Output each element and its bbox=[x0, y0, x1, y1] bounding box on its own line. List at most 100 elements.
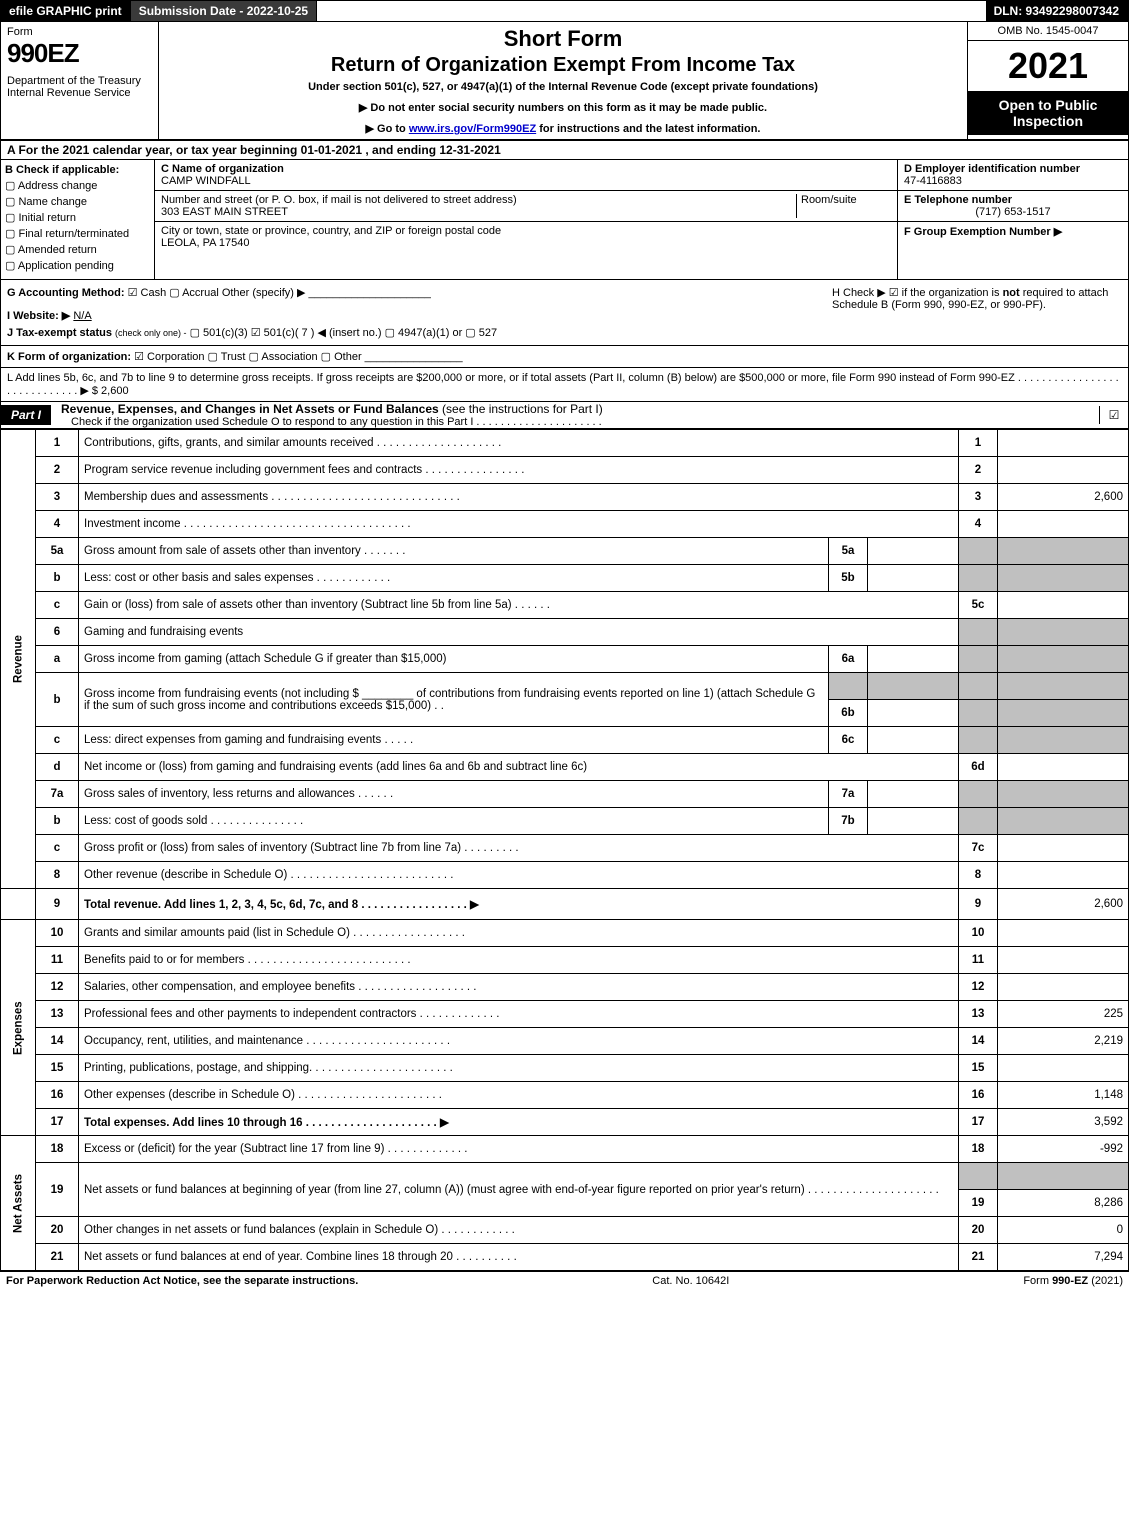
l-amount: 2,600 bbox=[101, 385, 129, 397]
expenses-side-label: Expenses bbox=[1, 920, 36, 1136]
dln-label: DLN: 93492298007342 bbox=[986, 1, 1128, 21]
part-title: Revenue, Expenses, and Changes in Net As… bbox=[51, 402, 1099, 428]
table-row: 9 Total revenue. Add lines 1, 2, 3, 4, 5… bbox=[1, 889, 1129, 920]
info-grid: B Check if applicable: ▢ Address change … bbox=[0, 160, 1129, 280]
table-row: 8 Other revenue (describe in Schedule O)… bbox=[1, 862, 1129, 889]
table-row: 2 Program service revenue including gove… bbox=[1, 457, 1129, 484]
form-number: 990EZ bbox=[7, 38, 152, 69]
dept-label: Department of the Treasury bbox=[7, 75, 152, 87]
table-row: 12 Salaries, other compensation, and emp… bbox=[1, 974, 1129, 1001]
line-no: 1 bbox=[36, 430, 79, 457]
group-label: F Group Exemption Number ▶ bbox=[904, 225, 1122, 238]
row-g-h: G Accounting Method: ☑ Cash ▢ Accrual Ot… bbox=[0, 280, 1129, 346]
section-h: H Check ▶ ☑ if the organization is not r… bbox=[832, 286, 1122, 339]
table-row: a Gross income from gaming (attach Sched… bbox=[1, 646, 1129, 673]
table-row: b Less: cost or other basis and sales ex… bbox=[1, 565, 1129, 592]
line-desc: Contributions, gifts, grants, and simila… bbox=[79, 430, 959, 457]
section-b-title: B Check if applicable: bbox=[5, 164, 150, 176]
section-k: K Form of organization: ☑ Corporation ▢ … bbox=[0, 346, 1129, 368]
section-c: C Name of organization CAMP WINDFALL Num… bbox=[155, 160, 898, 279]
table-row: 16 Other expenses (describe in Schedule … bbox=[1, 1082, 1129, 1109]
table-row: 7a Gross sales of inventory, less return… bbox=[1, 781, 1129, 808]
table-row: 4 Investment income . . . . . . . . . . … bbox=[1, 511, 1129, 538]
revenue-side-label: Revenue bbox=[1, 430, 36, 889]
table-row: c Gain or (loss) from sale of assets oth… bbox=[1, 592, 1129, 619]
table-row: c Less: direct expenses from gaming and … bbox=[1, 727, 1129, 754]
street-value: 303 EAST MAIN STREET bbox=[161, 206, 796, 218]
table-row: Net Assets 18 Excess or (deficit) for th… bbox=[1, 1136, 1129, 1163]
footer-right: Form 990-EZ (2021) bbox=[1023, 1275, 1123, 1287]
l-text: L Add lines 5b, 6c, and 7b to line 9 to … bbox=[7, 372, 1119, 397]
omb-number: OMB No. 1545-0047 bbox=[968, 22, 1128, 41]
efile-label: efile GRAPHIC print bbox=[1, 1, 131, 21]
part-i-header: Part I Revenue, Expenses, and Changes in… bbox=[0, 402, 1129, 429]
opt-initial-return[interactable]: ▢ Initial return bbox=[5, 211, 150, 224]
header-mid: Short Form Return of Organization Exempt… bbox=[159, 22, 967, 139]
org-name: CAMP WINDFALL bbox=[161, 175, 891, 187]
k-label: K Form of organization: bbox=[7, 351, 131, 363]
g-label: G Accounting Method: bbox=[7, 287, 125, 299]
section-d-e-f: D Employer identification number 47-4116… bbox=[898, 160, 1128, 279]
g-options: ☑ Cash ▢ Accrual Other (specify) ▶ bbox=[128, 287, 306, 299]
j-options: ▢ 501(c)(3) ☑ 501(c)( 7 ) ◀ (insert no.)… bbox=[190, 327, 497, 339]
subtitle: Under section 501(c), 527, or 4947(a)(1)… bbox=[169, 81, 957, 93]
top-bar: efile GRAPHIC print Submission Date - 20… bbox=[0, 0, 1129, 22]
table-row: c Gross profit or (loss) from sales of i… bbox=[1, 835, 1129, 862]
opt-final-return[interactable]: ▢ Final return/terminated bbox=[5, 227, 150, 240]
open-public: Open to Public Inspection bbox=[968, 91, 1128, 135]
line-amt bbox=[998, 430, 1129, 457]
org-name-label: C Name of organization bbox=[161, 163, 891, 175]
h-not: not bbox=[1003, 287, 1020, 299]
section-l: L Add lines 5b, 6c, and 7b to line 9 to … bbox=[0, 368, 1129, 402]
opt-name-change[interactable]: ▢ Name change bbox=[5, 195, 150, 208]
link-note: ▶ Go to www.irs.gov/Form990EZ for instru… bbox=[169, 122, 957, 135]
opt-amended[interactable]: ▢ Amended return bbox=[5, 243, 150, 256]
i-label: I Website: ▶ bbox=[7, 310, 70, 322]
room-label: Room/suite bbox=[796, 194, 891, 218]
form-header: Form 990EZ Department of the Treasury In… bbox=[0, 22, 1129, 141]
city-label: City or town, state or province, country… bbox=[161, 225, 891, 237]
city-value: LEOLA, PA 17540 bbox=[161, 237, 891, 249]
table-row: 14 Occupancy, rent, utilities, and maint… bbox=[1, 1028, 1129, 1055]
table-row: b Gross income from fundraising events (… bbox=[1, 673, 1129, 700]
header-left: Form 990EZ Department of the Treasury In… bbox=[1, 22, 159, 139]
table-row: 6 Gaming and fundraising events bbox=[1, 619, 1129, 646]
page-footer: For Paperwork Reduction Act Notice, see … bbox=[0, 1271, 1129, 1290]
table-row: 21 Net assets or fund balances at end of… bbox=[1, 1244, 1129, 1271]
table-row: 17 Total expenses. Add lines 10 through … bbox=[1, 1109, 1129, 1136]
footer-cat: Cat. No. 10642I bbox=[652, 1275, 729, 1287]
h-text: H Check ▶ ☑ if the organization is bbox=[832, 287, 1003, 299]
ssn-note: ▶ Do not enter social security numbers o… bbox=[169, 101, 957, 114]
section-a: A For the 2021 calendar year, or tax yea… bbox=[0, 141, 1129, 160]
irs-link[interactable]: www.irs.gov/Form990EZ bbox=[409, 123, 536, 135]
table-row: d Net income or (loss) from gaming and f… bbox=[1, 754, 1129, 781]
j-small: (check only one) - bbox=[115, 328, 187, 338]
table-row: Revenue 1 Contributions, gifts, grants, … bbox=[1, 430, 1129, 457]
submission-date: Submission Date - 2022-10-25 bbox=[131, 1, 317, 21]
main-title: Return of Organization Exempt From Incom… bbox=[169, 54, 957, 77]
j-label: J Tax-exempt status bbox=[7, 327, 112, 339]
tax-year: 2021 bbox=[968, 41, 1128, 91]
opt-address-change[interactable]: ▢ Address change bbox=[5, 179, 150, 192]
header-right: OMB No. 1545-0047 2021 Open to Public In… bbox=[967, 22, 1128, 139]
table-row: 19 Net assets or fund balances at beginn… bbox=[1, 1163, 1129, 1190]
note2-post: for instructions and the latest informat… bbox=[536, 123, 760, 135]
table-row: Expenses 10 Grants and similar amounts p… bbox=[1, 920, 1129, 947]
table-row: b Less: cost of goods sold . . . . . . .… bbox=[1, 808, 1129, 835]
phone-label: E Telephone number bbox=[904, 194, 1122, 206]
table-row: 13 Professional fees and other payments … bbox=[1, 1001, 1129, 1028]
part-check: ☑ bbox=[1099, 406, 1128, 424]
table-row: 3 Membership dues and assessments . . . … bbox=[1, 484, 1129, 511]
part-label: Part I bbox=[1, 405, 51, 425]
short-form-title: Short Form bbox=[169, 26, 957, 52]
table-row: 15 Printing, publications, postage, and … bbox=[1, 1055, 1129, 1082]
phone-value: (717) 653-1517 bbox=[904, 206, 1122, 218]
table-row: 5a Gross amount from sale of assets othe… bbox=[1, 538, 1129, 565]
table-row: 11 Benefits paid to or for members . . .… bbox=[1, 947, 1129, 974]
table-row: 20 Other changes in net assets or fund b… bbox=[1, 1217, 1129, 1244]
footer-left: For Paperwork Reduction Act Notice, see … bbox=[6, 1275, 358, 1287]
irs-label: Internal Revenue Service bbox=[7, 87, 152, 99]
form-lines-table: Revenue 1 Contributions, gifts, grants, … bbox=[0, 429, 1129, 1271]
line-num: 1 bbox=[959, 430, 998, 457]
opt-pending[interactable]: ▢ Application pending bbox=[5, 259, 150, 272]
